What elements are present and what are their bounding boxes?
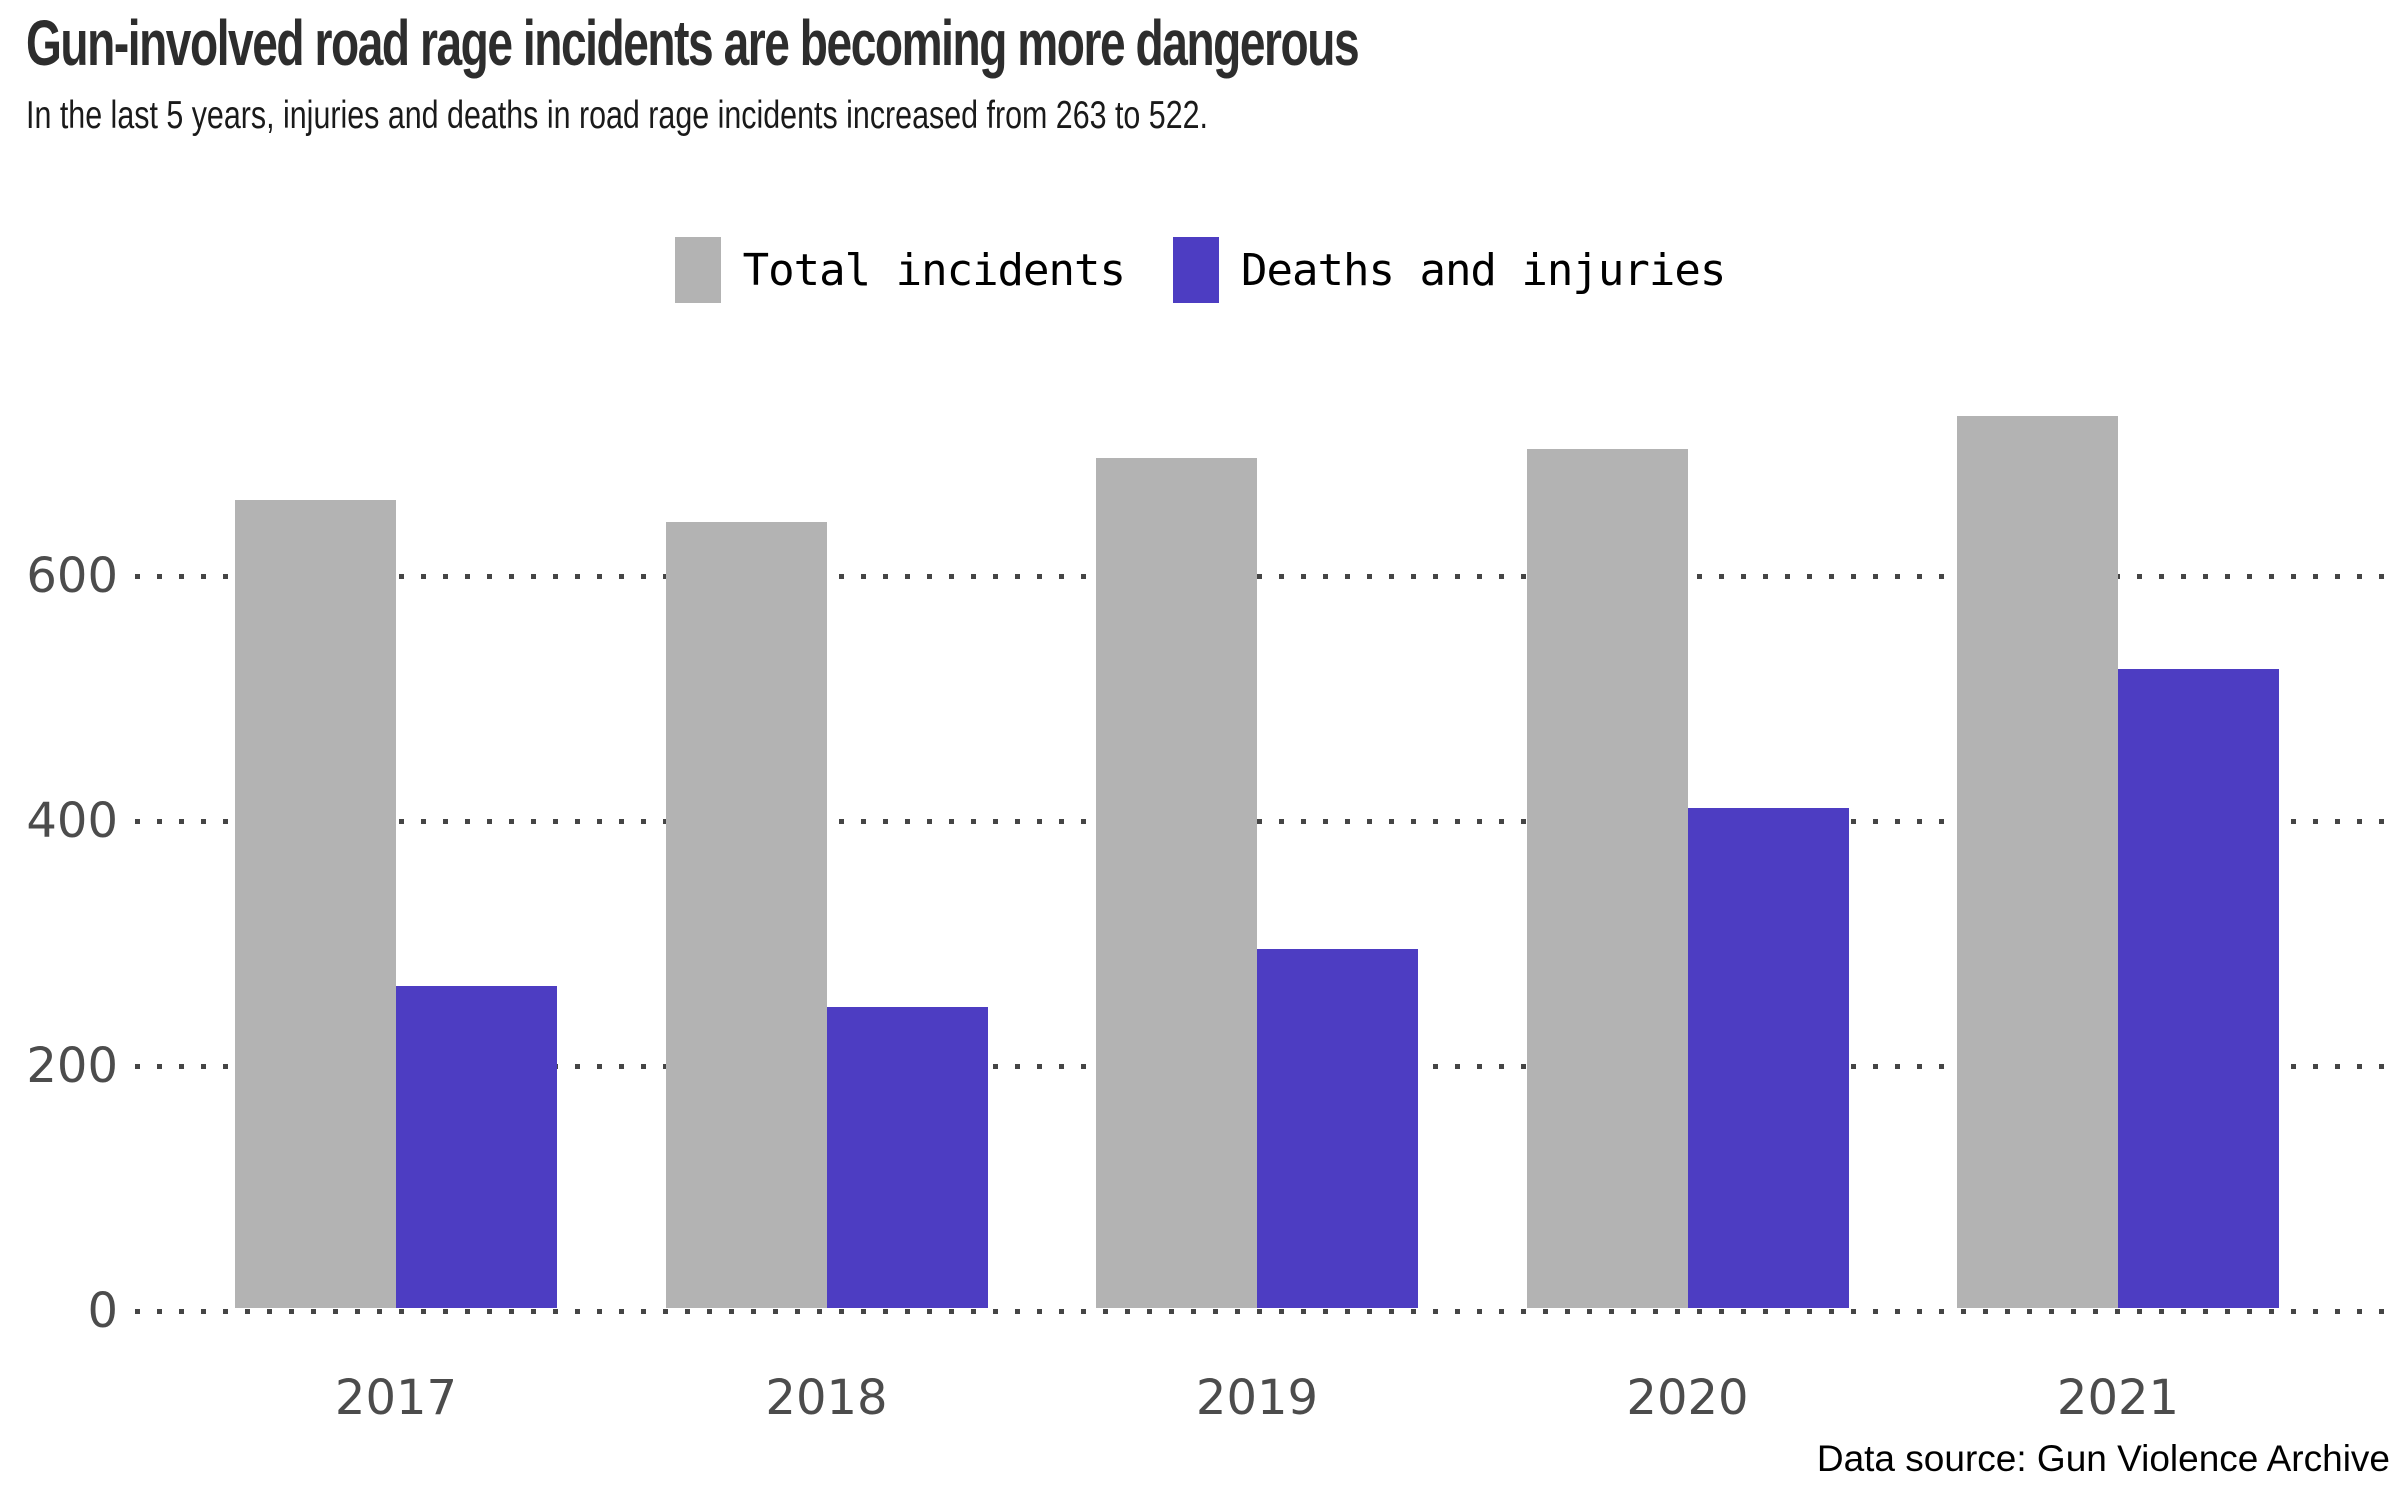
legend-label-1: Deaths and injuries (1241, 244, 1726, 296)
legend-swatch-0 (674, 237, 721, 303)
bar-deaths-injuries-2020 (1687, 808, 1849, 1308)
bar-total-incidents-2018 (665, 521, 827, 1308)
legend-label-0: Total incidents (742, 244, 1126, 296)
x-axis-tick-label-2021: 2021 (2056, 1370, 2180, 1426)
legend-swatch-1 (1173, 237, 1220, 303)
bar-total-incidents-2021 (1957, 416, 2118, 1308)
bar-deaths-injuries-2018 (826, 1006, 988, 1308)
data-source-note: Data source: Gun Violence Archive (1816, 1438, 2390, 1479)
bar-deaths-injuries-2017 (396, 985, 557, 1308)
x-axis-tick-label-2019: 2019 (1195, 1370, 1319, 1426)
y-axis-tick-label-400: 400 (26, 793, 118, 849)
bar-total-incidents-2019 (1096, 457, 1257, 1308)
y-axis-tick-label-200: 200 (26, 1038, 118, 1094)
chart-title: Gun-involved road rage incidents are bec… (26, 7, 1360, 79)
gridline-y-0 (135, 1309, 2390, 1314)
y-axis-tick-label-0: 0 (87, 1283, 118, 1339)
legend-item-0: Total incidents (674, 237, 1126, 303)
bar-total-incidents-2020 (1526, 449, 1688, 1308)
gridline-y-400 (135, 819, 2390, 824)
bar-total-incidents-2017 (235, 499, 396, 1308)
legend: Total incidents Deaths and injuries (0, 237, 2400, 303)
gridline-y-600 (135, 574, 2390, 579)
y-axis-tick-label-600: 600 (26, 548, 118, 604)
chart-subtitle: In the last 5 years, injuries and deaths… (26, 94, 1209, 137)
x-axis-tick-label-2018: 2018 (765, 1370, 888, 1426)
legend-item-1: Deaths and injuries (1173, 237, 1726, 303)
bar-deaths-injuries-2021 (2118, 668, 2279, 1308)
x-axis-tick-label-2020: 2020 (1626, 1370, 1749, 1426)
bar-deaths-injuries-2019 (1257, 949, 1418, 1308)
x-axis-tick-label-2017: 2017 (334, 1370, 458, 1426)
